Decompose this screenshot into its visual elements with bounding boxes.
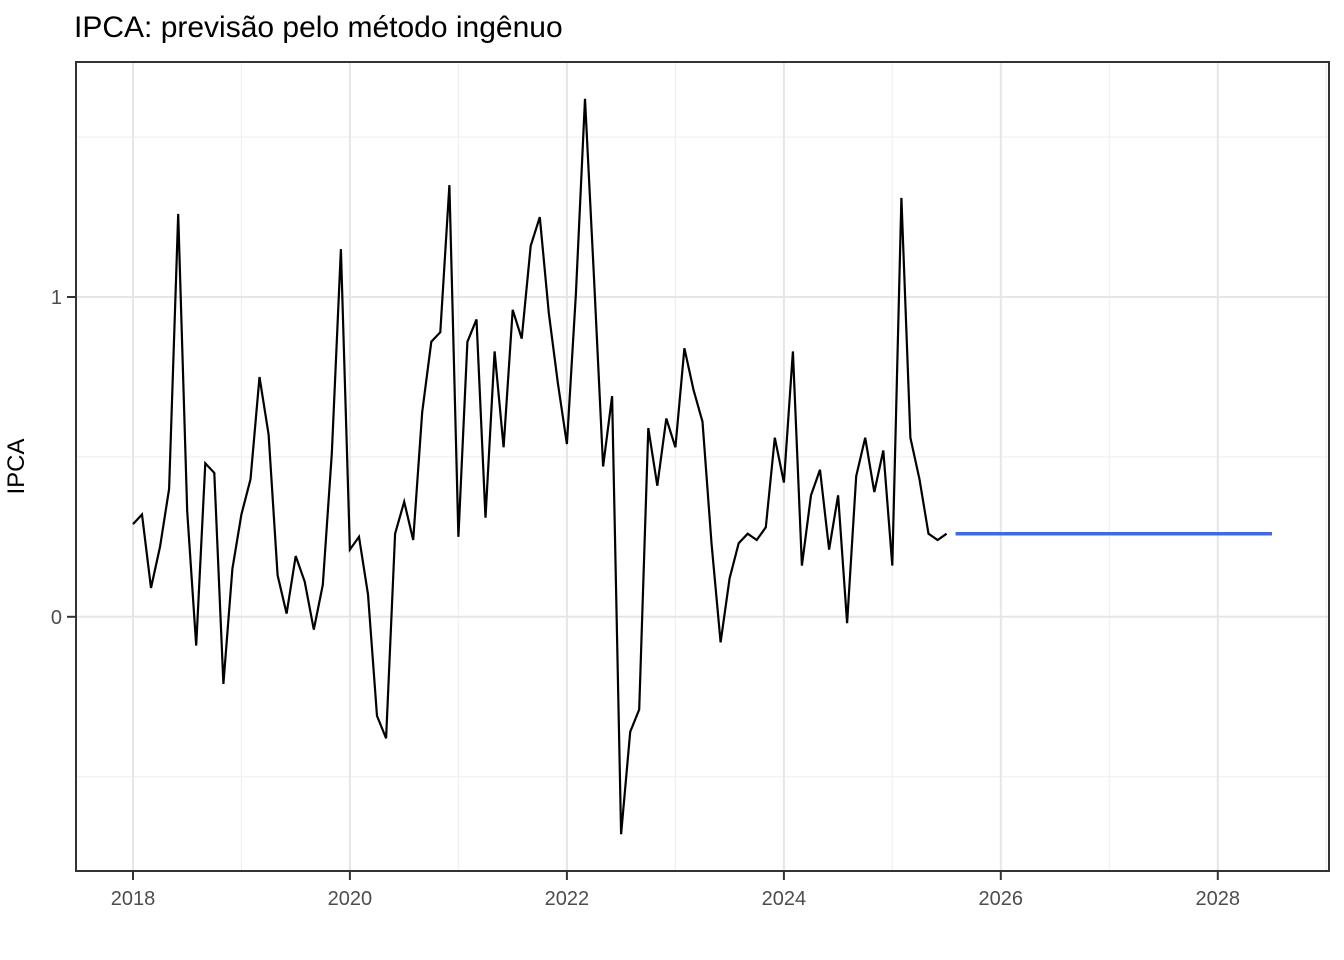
- y-tick-label: 1: [51, 287, 62, 309]
- x-tick-label: 2018: [111, 888, 156, 910]
- y-tick-label: 0: [51, 607, 62, 629]
- observed-series-line: [132, 98, 948, 835]
- x-tick-label: 2028: [1196, 888, 1241, 910]
- x-tick-label: 2024: [762, 888, 807, 910]
- x-tick-label: 2026: [979, 888, 1024, 910]
- y-axis-title: IPCA: [3, 438, 30, 494]
- x-tick-label: 2020: [328, 888, 373, 910]
- panel-border: [75, 61, 1330, 872]
- chart-title: IPCA: previsão pelo método ingênuo: [74, 11, 563, 44]
- x-tick-label: 2022: [545, 888, 590, 910]
- panel-background: [76, 62, 1329, 871]
